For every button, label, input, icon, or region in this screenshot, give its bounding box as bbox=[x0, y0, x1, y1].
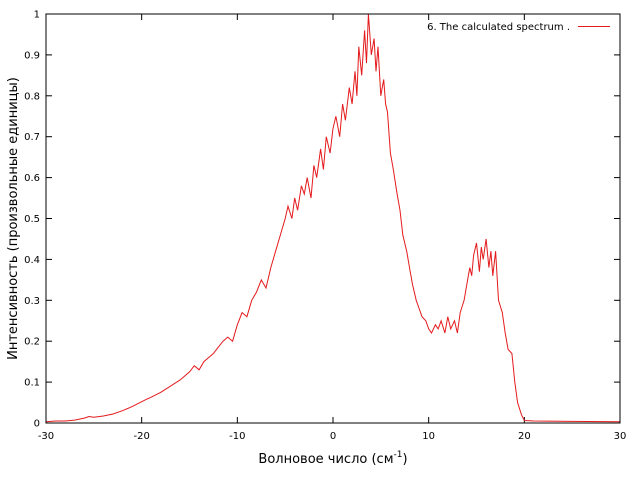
y-tick-label: 0.8 bbox=[24, 91, 40, 102]
y-tick-label: 0.6 bbox=[24, 173, 40, 184]
x-tick-label: 20 bbox=[518, 431, 531, 442]
y-tick-label: 0.3 bbox=[24, 296, 40, 307]
y-tick-label: 0.5 bbox=[24, 214, 40, 225]
y-tick-label: 0.2 bbox=[24, 337, 40, 348]
y-tick-label: 0.7 bbox=[24, 132, 40, 143]
tick-label-group: -30 -20 -10 0 10 20 30 0 0.1 0.2 0.3 0.4 0.5 0.6 0.7 0.… bbox=[24, 10, 626, 443]
legend: 6. The calculated spectrum . bbox=[427, 22, 610, 33]
x-tick-label: 30 bbox=[614, 431, 627, 442]
x-axis-label-tail: ) bbox=[402, 452, 407, 467]
tick-group bbox=[45, 13, 621, 424]
y-tick-label: 0 bbox=[34, 419, 40, 430]
x-tick-label: 10 bbox=[422, 431, 435, 442]
y-axis-label: Интенсивность (произвольные единицы) bbox=[6, 77, 21, 360]
y-tick-label: 1 bbox=[34, 10, 40, 21]
x-tick-label: -10 bbox=[229, 431, 245, 442]
y-tick-label: 0.1 bbox=[24, 378, 40, 389]
x-tick-label: 0 bbox=[330, 431, 336, 442]
x-axis-label: Волновое число (см-1) bbox=[258, 450, 407, 467]
x-axis-label-superscript: -1 bbox=[394, 450, 403, 460]
y-tick-label: 0.4 bbox=[24, 255, 40, 266]
x-axis-label-main: Волновое число (см bbox=[258, 452, 393, 467]
x-tick-label: -20 bbox=[133, 431, 149, 442]
series-line bbox=[45, 13, 621, 423]
plot-frame bbox=[45, 13, 621, 424]
legend-label: 6. The calculated spectrum . bbox=[427, 22, 570, 33]
y-tick-label: 0.9 bbox=[24, 50, 40, 61]
x-tick-label: -30 bbox=[38, 431, 54, 442]
